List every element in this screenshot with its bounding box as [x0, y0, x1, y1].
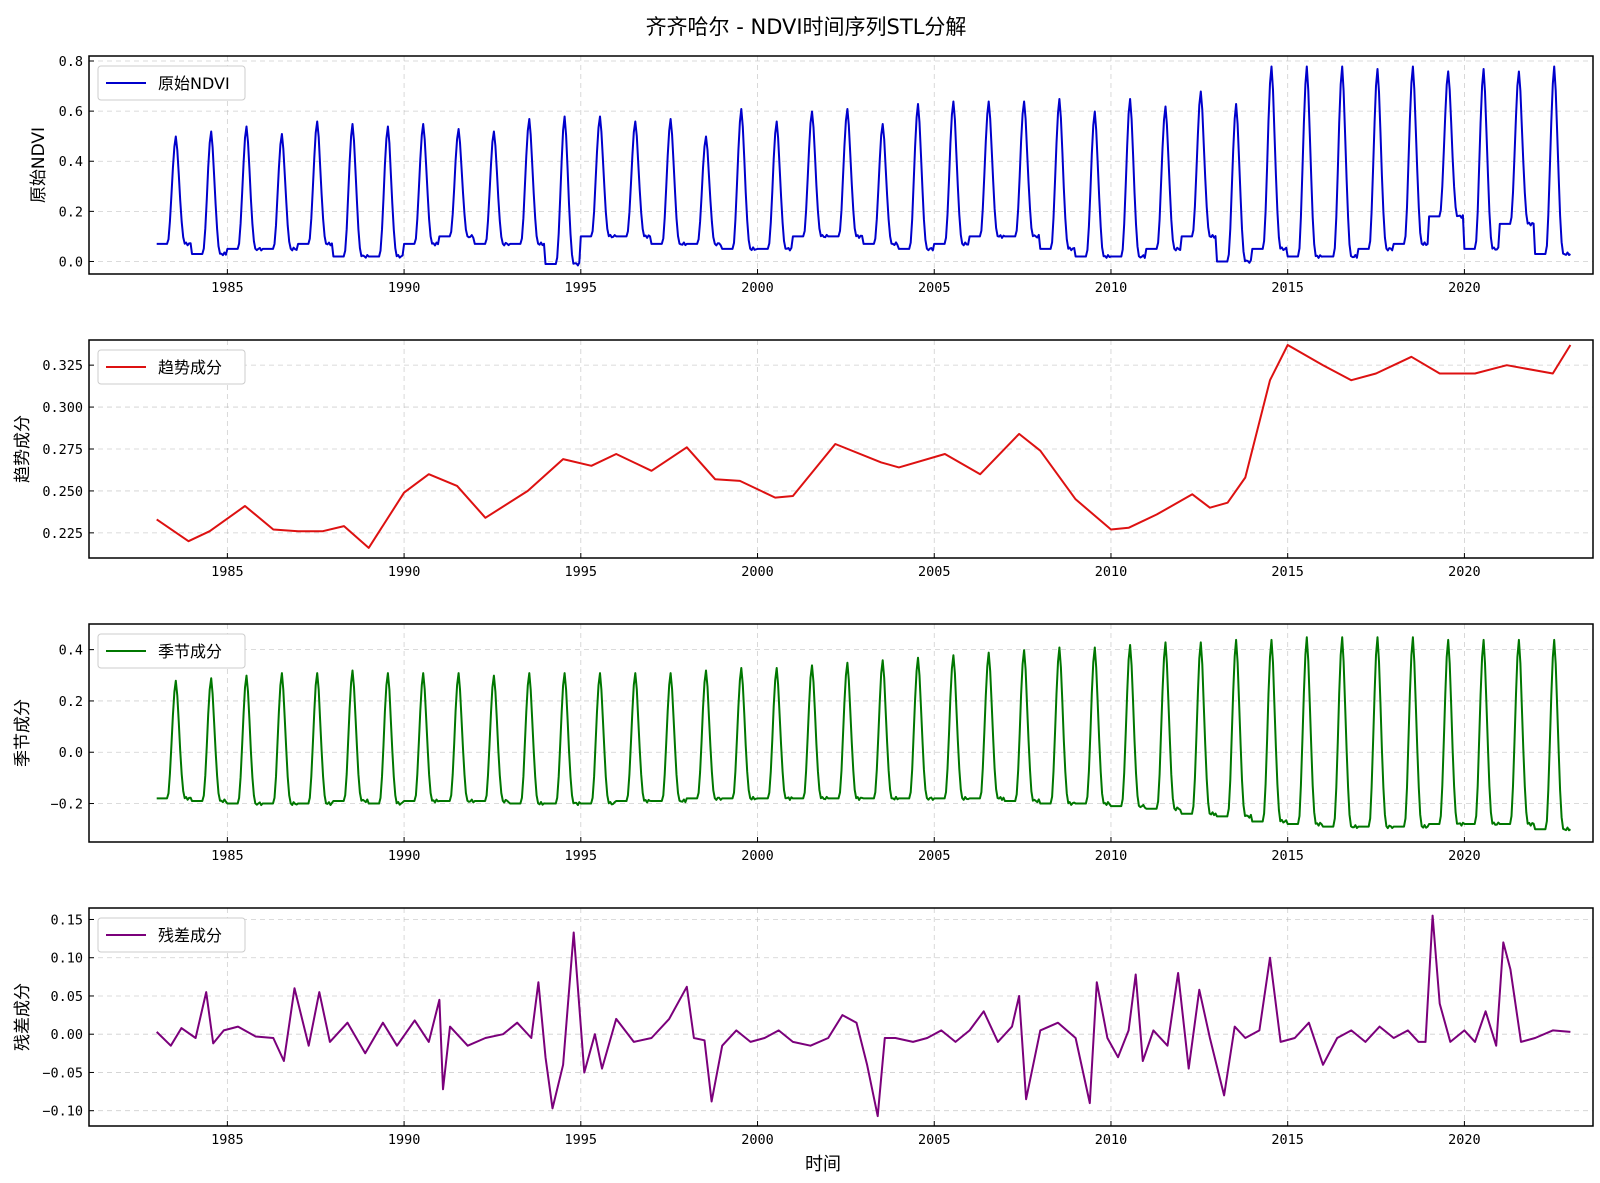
raw-ndvi-xtick-label: 1995 [565, 280, 598, 296]
seasonal-legend: 季节成分 [97, 633, 246, 669]
figure-title: 齐齐哈尔 - NDVI时间序列STL分解 [646, 15, 967, 39]
x-axis-label: 时间 [805, 1154, 841, 1175]
seasonal-panel: 1985 1990 1995 2000 2005 2010 2015 2020 −0.2 0.0 0… [13, 623, 1594, 864]
residual-ytick-label: 0.15 [50, 912, 83, 928]
raw-ndvi-legend-label: 原始NDVI [158, 74, 230, 93]
raw-ndvi-xtick-label: 2015 [1271, 280, 1304, 296]
residual-ytick-label: 0.05 [50, 989, 83, 1005]
seasonal-ytick-label: 0.4 [59, 643, 83, 659]
seasonal-xtick-label: 1995 [565, 848, 598, 864]
raw-ndvi-ytick-label: 0.2 [59, 204, 83, 220]
residual-xtick-label: 2005 [918, 1132, 951, 1148]
trend-xtick-label: 1990 [388, 564, 421, 580]
seasonal-xtick-label: 2020 [1448, 848, 1481, 864]
raw-ndvi-panel: 1985 1990 1995 2000 2005 2010 2015 2020 0.0 0.2 0.… [29, 54, 1594, 296]
residual-ytick-label: −0.10 [42, 1104, 83, 1120]
trend-ytick-label: 0.275 [42, 442, 83, 458]
seasonal-xtick-label: 1985 [211, 848, 244, 864]
trend-ytick-label: 0.300 [42, 400, 83, 416]
raw-ndvi-ytick-label: 0.4 [59, 154, 83, 170]
seasonal-legend-label: 季节成分 [158, 642, 222, 661]
trend-xtick-label: 2000 [741, 564, 774, 580]
seasonal-ytick-label: 0.0 [59, 745, 83, 761]
seasonal-xtick-label: 2010 [1095, 848, 1128, 864]
residual-axes-frame [88, 907, 1594, 1127]
raw-ndvi-ytick-label: 0.6 [59, 104, 83, 120]
residual-ytick-label: 0.10 [50, 951, 83, 967]
trend-xtick-label: 2005 [918, 564, 951, 580]
residual-xtick-label: 2015 [1271, 1132, 1304, 1148]
residual-y-axis-label: 残差成分 [13, 983, 33, 1051]
trend-xtick-label: 2015 [1271, 564, 1304, 580]
seasonal-y-axis-label: 季节成分 [13, 699, 33, 767]
trend-legend: 趋势成分 [97, 349, 246, 385]
trend-xtick-label: 2010 [1095, 564, 1128, 580]
trend-panel: 1985 1990 1995 2000 2005 2010 2015 2020 0.225 0.2… [13, 339, 1594, 580]
raw-ndvi-xtick-label: 2010 [1095, 280, 1128, 296]
trend-ytick-label: 0.250 [42, 484, 83, 500]
seasonal-ytick-label: −0.2 [50, 797, 83, 813]
seasonal-axes-frame [88, 623, 1594, 843]
seasonal-xtick-label: 2005 [918, 848, 951, 864]
raw-ndvi-xtick-label: 2005 [918, 280, 951, 296]
raw-ndvi-legend-box [97, 65, 246, 101]
raw-ndvi-ytick-label: 0.0 [59, 254, 83, 270]
residual-xtick-label: 1985 [211, 1132, 244, 1148]
raw-ndvi-series-line [156, 65, 1571, 267]
residual-xtick-label: 2010 [1095, 1132, 1128, 1148]
trend-legend-label: 趋势成分 [158, 358, 222, 377]
seasonal-xtick-label: 2015 [1271, 848, 1304, 864]
raw-ndvi-axes-frame [88, 55, 1594, 275]
seasonal-legend-box [97, 633, 246, 669]
residual-legend-label: 残差成分 [158, 926, 222, 945]
trend-xtick-label: 1995 [565, 564, 598, 580]
trend-ytick-label: 0.325 [42, 358, 83, 374]
seasonal-series-line [156, 636, 1572, 832]
trend-legend-box [97, 349, 246, 385]
residual-panel: 1985 1990 1995 2000 2005 2010 2015 2020 −0.10 −0.… [13, 907, 1594, 1148]
residual-ytick-label: 0.00 [50, 1027, 83, 1043]
residual-xtick-label: 2020 [1448, 1132, 1481, 1148]
residual-ytick-label: −0.05 [42, 1065, 83, 1081]
residual-xtick-label: 1995 [565, 1132, 598, 1148]
residual-xtick-label: 2000 [741, 1132, 774, 1148]
trend-xtick-label: 1985 [211, 564, 244, 580]
raw-ndvi-y-axis-label: 原始NDVI [29, 127, 49, 203]
raw-ndvi-xtick-label: 2020 [1448, 280, 1481, 296]
residual-legend-box [97, 917, 246, 953]
trend-y-axis-label: 趋势成分 [13, 415, 33, 483]
trend-axes-frame [88, 339, 1594, 559]
trend-series-line [156, 344, 1572, 549]
raw-ndvi-xtick-label: 1985 [211, 280, 244, 296]
seasonal-xtick-label: 2000 [741, 848, 774, 864]
seasonal-xtick-label: 1990 [388, 848, 421, 864]
panels-container: 1985 1990 1995 2000 2005 2010 2015 2020 0.0 0.2 0.… [13, 54, 1594, 1148]
raw-ndvi-ytick-label: 0.8 [59, 54, 83, 70]
raw-ndvi-xtick-label: 1990 [388, 280, 421, 296]
raw-ndvi-legend: 原始NDVI [97, 65, 246, 101]
residual-xtick-label: 1990 [388, 1132, 421, 1148]
residual-legend: 残差成分 [97, 917, 246, 953]
raw-ndvi-xtick-label: 2000 [741, 280, 774, 296]
trend-xtick-label: 2020 [1448, 564, 1481, 580]
residual-series-line [156, 914, 1571, 1118]
seasonal-ytick-label: 0.2 [59, 694, 83, 710]
trend-ytick-label: 0.225 [42, 526, 83, 542]
